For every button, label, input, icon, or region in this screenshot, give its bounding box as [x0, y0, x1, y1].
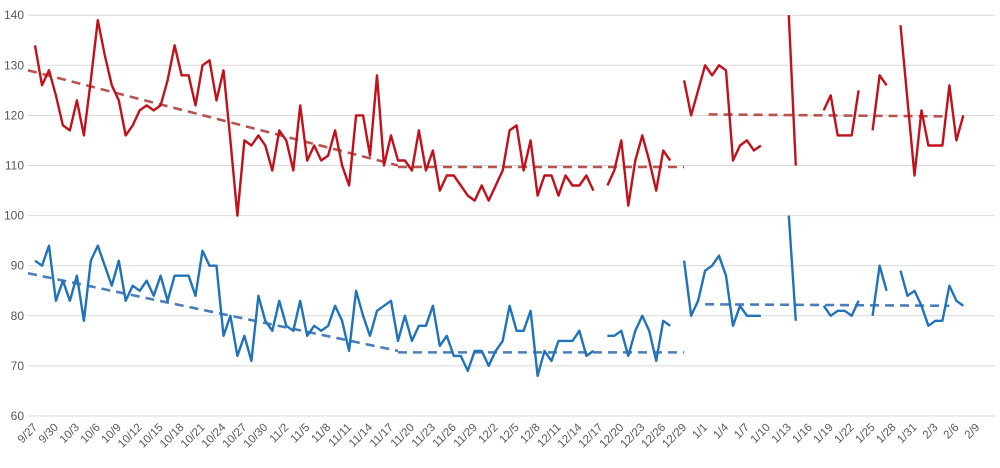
- x-tick-label: 2/6: [942, 422, 962, 442]
- x-tick-label: 11/29: [452, 422, 480, 450]
- x-tick-label: 10/6: [79, 422, 103, 446]
- x-tick-label: 1/13: [770, 422, 794, 446]
- lower-line-segment: [871, 264, 888, 316]
- x-tick-label: 12/29: [660, 422, 689, 451]
- gridlines: [28, 14, 995, 417]
- x-axis-ticks: 9/279/3010/310/610/910/1210/1510/1810/21…: [16, 421, 983, 450]
- x-tick-label: 2/9: [963, 422, 983, 442]
- y-tick-label: 70: [11, 359, 25, 373]
- series-lines: [33, 15, 965, 378]
- upper-line-segment: [682, 64, 762, 162]
- lower-trendline-segment: [27, 271, 399, 353]
- x-tick-label: 9/30: [37, 422, 61, 446]
- y-axis-ticks: 60 70 80 90 100 110 120 130 140: [4, 8, 24, 423]
- y-tick-label: 130: [4, 58, 24, 72]
- x-tick-label: 11/5: [289, 422, 313, 446]
- x-tick-label: 9/27: [16, 422, 40, 446]
- y-tick-label: 120: [4, 108, 24, 122]
- x-tick-label: 1/4: [711, 421, 731, 441]
- x-tick-label: 10/30: [242, 422, 271, 451]
- x-tick-label: 1/19: [812, 422, 836, 446]
- lower-line-segment: [822, 300, 860, 317]
- x-tick-label: 12/2: [476, 422, 500, 446]
- upper-line-segment: [787, 15, 797, 166]
- lower-line-segment: [787, 215, 797, 321]
- y-tick-label: 140: [4, 8, 24, 22]
- lower-line-segment: [607, 314, 671, 363]
- upper-line-segment: [899, 25, 965, 177]
- lower-line-segment: [899, 270, 965, 327]
- x-tick-label: 1/22: [832, 422, 856, 446]
- x-tick-label: 1/10: [749, 422, 773, 446]
- x-tick-label: 12/5: [497, 422, 521, 446]
- x-tick-label: 1/1: [690, 422, 710, 442]
- x-tick-label: 1/28: [874, 422, 898, 446]
- trendlines: [27, 69, 950, 354]
- upper-line-segment: [871, 74, 888, 131]
- y-tick-label: 80: [11, 309, 25, 323]
- y-tick-label: 110: [5, 159, 24, 173]
- lower-line-segment: [34, 244, 595, 378]
- upper-line-segment: [33, 19, 595, 217]
- x-tick-label: 10/3: [58, 422, 82, 446]
- upper-line-segment: [822, 90, 860, 137]
- y-tick-label: 100: [4, 209, 24, 223]
- x-tick-label: 1/16: [791, 422, 815, 446]
- lower-trendline-segment: [705, 302, 950, 308]
- y-tick-label: 60: [11, 409, 25, 423]
- upper-series: [33, 15, 965, 217]
- x-tick-label: 1/25: [853, 422, 877, 446]
- lower-series: [34, 215, 965, 378]
- upper-line-segment: [606, 134, 672, 207]
- x-tick-label: 1/31: [895, 422, 919, 446]
- y-tick-label: 90: [11, 259, 25, 273]
- lower-line-segment: [682, 254, 761, 327]
- x-tick-label: 2/3: [921, 422, 941, 442]
- upper-trendline-segment: [708, 113, 946, 118]
- x-tick-label: 11/2: [268, 422, 292, 446]
